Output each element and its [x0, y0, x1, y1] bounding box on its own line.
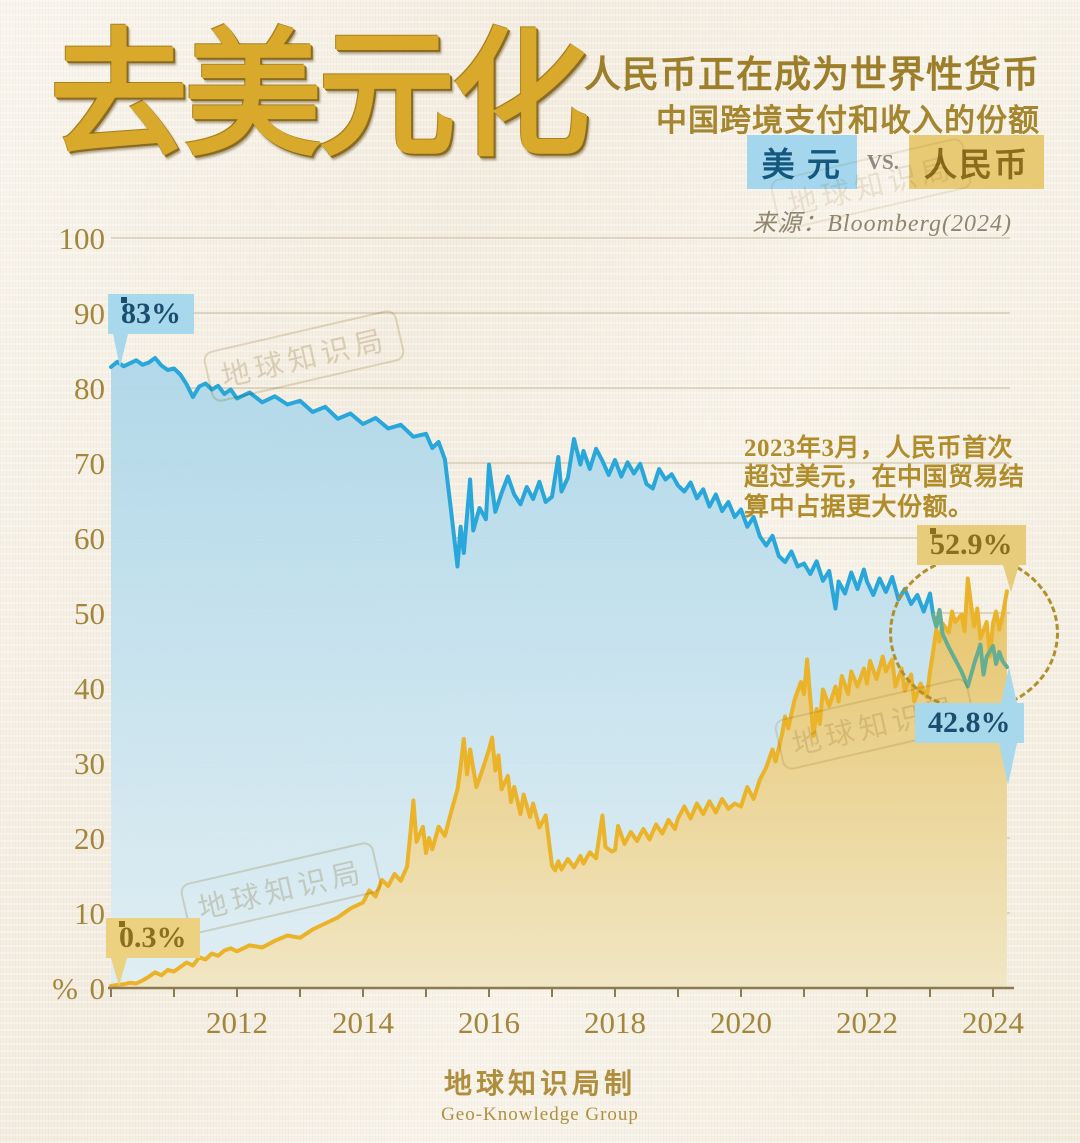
annotation-line: 超过美元，在中国贸易结 — [744, 464, 1025, 492]
y-tick-label: 20 — [74, 821, 105, 856]
usd-end-value-label: 42.8% — [915, 667, 1024, 785]
usd-line — [109, 356, 1009, 689]
crossover-dashed-circle — [889, 555, 1059, 711]
x-tick-label: 2012 — [206, 1005, 268, 1040]
rmb-area-fill — [111, 578, 1007, 988]
subtitle-line-1: 人民币正在成为世界性货币 — [584, 55, 1040, 96]
x-tick-label: 2020 — [710, 1005, 772, 1040]
legend-rmb-chip: 人民币 — [909, 135, 1044, 189]
footer-publisher-en: Geo-Knowledge Group — [441, 1104, 639, 1125]
annotation-line: 2023年3月，人民币首次 — [744, 435, 1014, 462]
y-tick-label: 30 — [74, 746, 105, 781]
x-tick-label: 2018 — [584, 1005, 646, 1040]
subtitle-line-2: 中国跨境支付和收入的份额 — [656, 103, 1040, 138]
y-tick-label: 90 — [74, 296, 105, 331]
y-tick-label: 100 — [59, 221, 106, 256]
usd-start-value-label: 83% — [108, 294, 194, 367]
x-tick-label: 2022 — [836, 1005, 898, 1040]
page-title: 去美元化 — [50, 20, 590, 173]
y-tick-label: 70 — [74, 446, 105, 481]
annotation-line: 算中占据更大份额。 — [744, 493, 974, 521]
y-tick-label: 50 — [74, 596, 105, 631]
y-tick-label: 60 — [74, 521, 105, 556]
y-axis-unit: % — [52, 971, 78, 1006]
crossover-annotation: 2023年3月，人民币首次 超过美元，在中国贸易结 算中占据更大份额。 — [744, 434, 1025, 522]
footer-publisher-cn: 地球知识局制 — [443, 1069, 636, 1100]
source-credit: 来源：Bloomberg(2024) — [752, 211, 1012, 237]
legend-usd-chip: 美 元 — [746, 135, 857, 189]
x-tick-label: 2016 — [458, 1005, 520, 1040]
rmb-start-value-label: 0.3% — [106, 918, 200, 986]
footer: 地球知识局制 Geo-Knowledge Group — [0, 1062, 1080, 1126]
legend-vs-label: VS. — [866, 149, 899, 174]
rmb-end-value-label: 52.9% — [917, 525, 1026, 592]
y-tick-label: 10 — [74, 896, 105, 931]
x-tick-label: 2014 — [332, 1005, 395, 1040]
y-tick-label: 0 — [90, 971, 106, 1006]
y-tick-label: 40 — [74, 671, 105, 706]
legend: 美 元 VS. 人民币 — [746, 135, 1044, 189]
y-tick-label: 80 — [74, 371, 105, 406]
rmb-line — [109, 576, 1009, 988]
x-tick-label: 2024 — [962, 1005, 1025, 1040]
